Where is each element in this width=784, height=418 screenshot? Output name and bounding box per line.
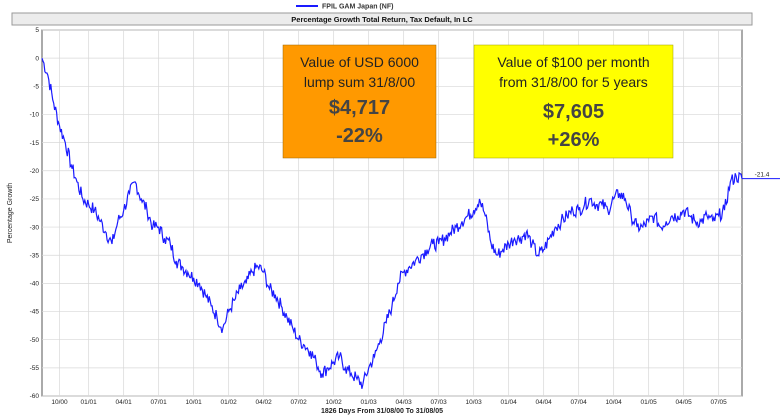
x-tick-label: 01/04 — [501, 399, 518, 406]
x-tick-label: 04/02 — [256, 399, 273, 406]
x-tick-label: 07/01 — [151, 399, 168, 406]
x-axis-label: 1826 Days From 31/08/00 To 31/08/05 — [321, 408, 443, 415]
callout-monthly-change: +26% — [548, 129, 600, 151]
y-tick-label: -5 — [33, 84, 39, 91]
x-tick-label: 01/03 — [361, 399, 378, 406]
legend: FPIL GAM Japan (NF) — [296, 4, 393, 11]
title-bar — [11, 12, 753, 26]
x-tick-label: 10/02 — [326, 399, 343, 406]
y-tick-label: -25 — [30, 196, 40, 203]
callout-lump-sum: Value of USD 6000 lump sum 31/8/00 $4,71… — [282, 44, 437, 159]
x-tick-label: 04/04 — [536, 399, 553, 406]
x-tick-label: 01/01 — [81, 399, 98, 406]
y-tick-label: 5 — [35, 27, 39, 34]
x-tick-label: 07/03 — [431, 399, 448, 406]
callout-lump-sum-value: $4,717 — [329, 97, 390, 119]
y-tick-label: -50 — [30, 337, 40, 344]
callout-lump-sum-line2: lump sum 31/8/00 — [304, 74, 415, 90]
y-tick-label: -15 — [30, 140, 40, 147]
callout-lump-sum-box — [282, 44, 437, 159]
x-tick-label: 07/04 — [571, 399, 588, 406]
callout-monthly-value: $7,605 — [543, 101, 604, 123]
callout-monthly: Value of $100 per month from 31/8/00 for… — [473, 44, 674, 159]
x-tick-label: 01/05 — [641, 399, 658, 406]
y-axis-label: Percentage Growth — [7, 183, 14, 243]
y-tick-label: -30 — [30, 224, 40, 231]
callout-monthly-line2: from 31/8/00 for 5 years — [499, 74, 648, 90]
x-tick-label: 01/02 — [221, 399, 238, 406]
legend-label: FPIL GAM Japan (NF) — [322, 4, 393, 11]
callout-monthly-line1: Value of $100 per month — [497, 54, 649, 70]
x-tick-label: 04/03 — [396, 399, 413, 406]
x-tick-label: 07/02 — [291, 399, 308, 406]
y-tick-label: -45 — [30, 309, 40, 316]
end-value-label: -21.4 — [755, 172, 770, 179]
y-axis-ticks: 5 0 -5 -10 -15 -20 -25 -30 -35 -40 -45 -50 -55 -60 — [30, 27, 40, 400]
y-tick-label: -60 — [30, 393, 40, 400]
x-tick-label: 07/05 — [711, 399, 728, 406]
callout-lump-sum-change: -22% — [336, 125, 383, 147]
y-tick-label: -40 — [30, 281, 40, 288]
y-tick-label: -55 — [30, 365, 40, 372]
callout-monthly-box — [473, 44, 674, 159]
x-tick-label: 10/04 — [606, 399, 623, 406]
x-tick-label: 04/05 — [676, 399, 693, 406]
callout-lump-sum-line1: Value of USD 6000 — [300, 54, 419, 70]
x-tick-label: 04/01 — [116, 399, 133, 406]
y-tick-label: -20 — [30, 168, 40, 175]
series-line — [41, 58, 743, 389]
x-axis-ticks: 10/00 01/01 04/01 07/01 10/01 01/02 04/02 07/02… — [51, 399, 727, 406]
x-tick-label: 10/03 — [466, 399, 483, 406]
y-tick-label: -35 — [30, 252, 40, 259]
x-tick-label: 10/01 — [186, 399, 203, 406]
x-tick-label: 10/00 — [51, 399, 68, 406]
chart-title: Percentage Growth Total Return, Tax Defa… — [291, 15, 473, 24]
y-tick-label: 0 — [35, 55, 39, 62]
y-tick-label: -10 — [30, 112, 40, 119]
